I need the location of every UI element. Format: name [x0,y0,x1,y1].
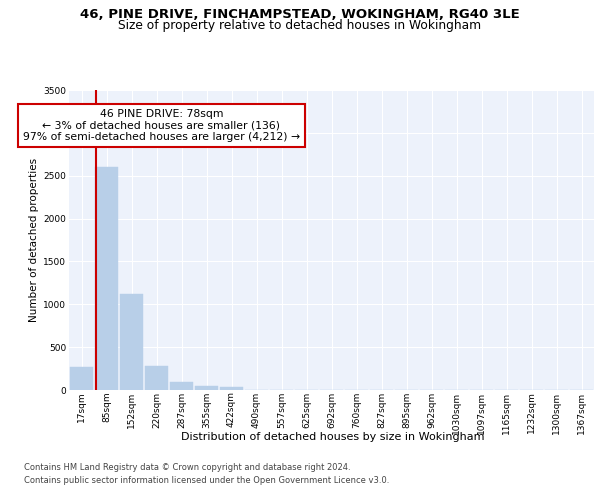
Bar [70,367,93,390]
Bar [95,167,118,390]
Y-axis label: Number of detached properties: Number of detached properties [29,158,39,322]
Text: 46 PINE DRIVE: 78sqm
← 3% of detached houses are smaller (136)
97% of semi-detac: 46 PINE DRIVE: 78sqm ← 3% of detached ho… [23,109,300,142]
Text: Size of property relative to detached houses in Wokingham: Size of property relative to detached ho… [118,18,482,32]
Text: Distribution of detached houses by size in Wokingham: Distribution of detached houses by size … [181,432,485,442]
Bar [145,366,168,390]
Bar [195,386,218,390]
Bar [220,386,243,390]
Bar [170,382,193,390]
Text: Contains public sector information licensed under the Open Government Licence v3: Contains public sector information licen… [24,476,389,485]
Text: 46, PINE DRIVE, FINCHAMPSTEAD, WOKINGHAM, RG40 3LE: 46, PINE DRIVE, FINCHAMPSTEAD, WOKINGHAM… [80,8,520,20]
Text: Contains HM Land Registry data © Crown copyright and database right 2024.: Contains HM Land Registry data © Crown c… [24,464,350,472]
Bar [120,294,143,390]
